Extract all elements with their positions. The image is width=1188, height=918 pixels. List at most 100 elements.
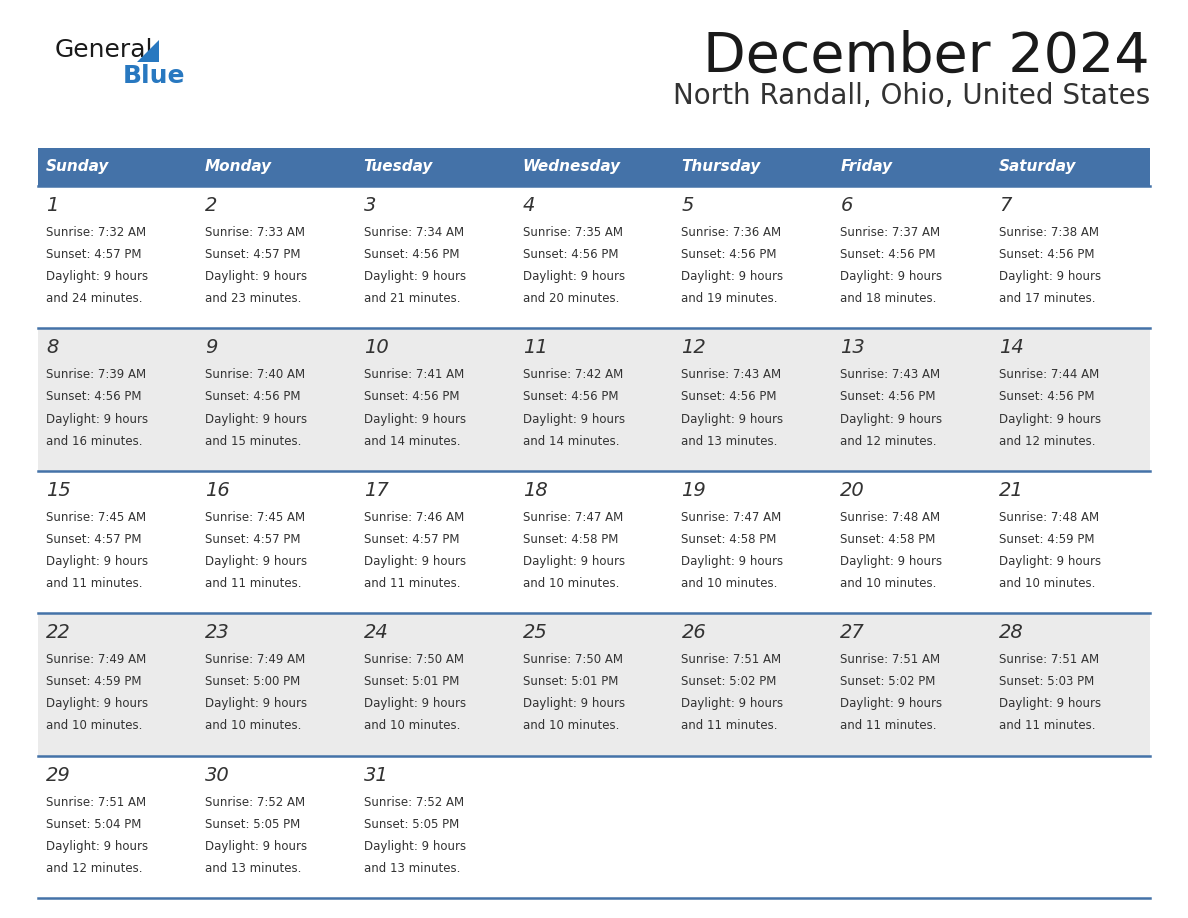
Text: 25: 25 xyxy=(523,623,548,643)
Text: and 17 minutes.: and 17 minutes. xyxy=(999,292,1095,305)
Text: Sunrise: 7:36 AM: Sunrise: 7:36 AM xyxy=(682,226,782,239)
Text: Daylight: 9 hours: Daylight: 9 hours xyxy=(46,412,148,426)
Text: Sunset: 4:57 PM: Sunset: 4:57 PM xyxy=(204,248,301,261)
Text: 30: 30 xyxy=(204,766,229,785)
Text: Monday: Monday xyxy=(204,160,272,174)
Text: and 16 minutes.: and 16 minutes. xyxy=(46,434,143,448)
Bar xyxy=(38,329,1150,471)
Text: and 19 minutes.: and 19 minutes. xyxy=(682,292,778,305)
Text: 24: 24 xyxy=(364,623,388,643)
Text: Sunset: 4:56 PM: Sunset: 4:56 PM xyxy=(999,248,1094,261)
Text: Sunset: 4:56 PM: Sunset: 4:56 PM xyxy=(204,390,301,404)
Text: Thursday: Thursday xyxy=(682,160,760,174)
Text: Sunrise: 7:51 AM: Sunrise: 7:51 AM xyxy=(46,796,146,809)
Text: and 14 minutes.: and 14 minutes. xyxy=(364,434,460,448)
Text: Sunrise: 7:33 AM: Sunrise: 7:33 AM xyxy=(204,226,305,239)
Text: Sunrise: 7:43 AM: Sunrise: 7:43 AM xyxy=(682,368,782,381)
Bar xyxy=(355,148,514,186)
Bar xyxy=(197,148,355,186)
Text: 9: 9 xyxy=(204,339,217,357)
Text: December 2024: December 2024 xyxy=(703,30,1150,84)
Text: and 13 minutes.: and 13 minutes. xyxy=(682,434,778,448)
Text: 12: 12 xyxy=(682,339,706,357)
Text: Sunrise: 7:43 AM: Sunrise: 7:43 AM xyxy=(840,368,941,381)
Text: and 10 minutes.: and 10 minutes. xyxy=(523,720,619,733)
Text: Sunrise: 7:38 AM: Sunrise: 7:38 AM xyxy=(999,226,1099,239)
Text: Sunrise: 7:49 AM: Sunrise: 7:49 AM xyxy=(204,654,305,666)
Text: and 10 minutes.: and 10 minutes. xyxy=(840,577,936,590)
Bar xyxy=(38,471,1150,613)
Text: 3: 3 xyxy=(364,196,377,215)
Text: Daylight: 9 hours: Daylight: 9 hours xyxy=(364,840,466,853)
Text: 26: 26 xyxy=(682,623,706,643)
Text: Sunrise: 7:47 AM: Sunrise: 7:47 AM xyxy=(682,510,782,524)
Text: 8: 8 xyxy=(46,339,58,357)
Text: Daylight: 9 hours: Daylight: 9 hours xyxy=(364,698,466,711)
Text: Sunrise: 7:45 AM: Sunrise: 7:45 AM xyxy=(204,510,305,524)
Text: Sunset: 5:01 PM: Sunset: 5:01 PM xyxy=(364,676,459,688)
Text: Daylight: 9 hours: Daylight: 9 hours xyxy=(364,412,466,426)
Text: Sunset: 5:01 PM: Sunset: 5:01 PM xyxy=(523,676,618,688)
Text: Sunrise: 7:47 AM: Sunrise: 7:47 AM xyxy=(523,510,623,524)
Text: Sunset: 5:04 PM: Sunset: 5:04 PM xyxy=(46,818,141,831)
Text: Sunrise: 7:51 AM: Sunrise: 7:51 AM xyxy=(840,654,941,666)
Text: Daylight: 9 hours: Daylight: 9 hours xyxy=(364,270,466,283)
Text: Daylight: 9 hours: Daylight: 9 hours xyxy=(682,698,784,711)
Text: and 15 minutes.: and 15 minutes. xyxy=(204,434,302,448)
Text: Sunrise: 7:52 AM: Sunrise: 7:52 AM xyxy=(364,796,463,809)
Text: Sunset: 4:58 PM: Sunset: 4:58 PM xyxy=(840,532,936,546)
Text: Sunset: 4:58 PM: Sunset: 4:58 PM xyxy=(682,532,777,546)
Text: Sunrise: 7:34 AM: Sunrise: 7:34 AM xyxy=(364,226,463,239)
Text: Daylight: 9 hours: Daylight: 9 hours xyxy=(46,840,148,853)
Text: Sunrise: 7:32 AM: Sunrise: 7:32 AM xyxy=(46,226,146,239)
Text: Sunrise: 7:50 AM: Sunrise: 7:50 AM xyxy=(364,654,463,666)
Text: and 10 minutes.: and 10 minutes. xyxy=(46,720,143,733)
Text: Daylight: 9 hours: Daylight: 9 hours xyxy=(204,270,307,283)
Text: Daylight: 9 hours: Daylight: 9 hours xyxy=(523,555,625,568)
Text: Sunrise: 7:35 AM: Sunrise: 7:35 AM xyxy=(523,226,623,239)
Text: and 23 minutes.: and 23 minutes. xyxy=(204,292,302,305)
Text: and 10 minutes.: and 10 minutes. xyxy=(999,577,1095,590)
Text: 11: 11 xyxy=(523,339,548,357)
Text: and 12 minutes.: and 12 minutes. xyxy=(840,434,937,448)
Text: and 11 minutes.: and 11 minutes. xyxy=(46,577,143,590)
Text: Daylight: 9 hours: Daylight: 9 hours xyxy=(682,555,784,568)
Text: Daylight: 9 hours: Daylight: 9 hours xyxy=(840,412,942,426)
Text: 13: 13 xyxy=(840,339,865,357)
Text: Sunrise: 7:51 AM: Sunrise: 7:51 AM xyxy=(682,654,782,666)
Text: 31: 31 xyxy=(364,766,388,785)
Text: Daylight: 9 hours: Daylight: 9 hours xyxy=(840,270,942,283)
Text: General: General xyxy=(55,38,153,62)
Text: 23: 23 xyxy=(204,623,229,643)
Text: Daylight: 9 hours: Daylight: 9 hours xyxy=(999,698,1101,711)
Text: 28: 28 xyxy=(999,623,1024,643)
Text: and 21 minutes.: and 21 minutes. xyxy=(364,292,460,305)
Bar xyxy=(514,148,674,186)
Text: Sunrise: 7:44 AM: Sunrise: 7:44 AM xyxy=(999,368,1099,381)
Text: 2: 2 xyxy=(204,196,217,215)
Text: Sunrise: 7:52 AM: Sunrise: 7:52 AM xyxy=(204,796,305,809)
Bar xyxy=(38,148,197,186)
Text: Sunset: 5:02 PM: Sunset: 5:02 PM xyxy=(682,676,777,688)
Text: Daylight: 9 hours: Daylight: 9 hours xyxy=(999,412,1101,426)
Text: and 10 minutes.: and 10 minutes. xyxy=(364,720,460,733)
Text: Sunset: 4:56 PM: Sunset: 4:56 PM xyxy=(523,248,618,261)
Text: Sunset: 5:05 PM: Sunset: 5:05 PM xyxy=(204,818,301,831)
Text: and 20 minutes.: and 20 minutes. xyxy=(523,292,619,305)
Text: and 13 minutes.: and 13 minutes. xyxy=(364,862,460,875)
Text: 15: 15 xyxy=(46,481,71,499)
Text: Wednesday: Wednesday xyxy=(523,160,620,174)
Text: Sunset: 5:00 PM: Sunset: 5:00 PM xyxy=(204,676,301,688)
Text: 14: 14 xyxy=(999,339,1024,357)
Text: Sunset: 4:59 PM: Sunset: 4:59 PM xyxy=(999,532,1094,546)
Text: Daylight: 9 hours: Daylight: 9 hours xyxy=(682,270,784,283)
Text: Sunrise: 7:51 AM: Sunrise: 7:51 AM xyxy=(999,654,1099,666)
Text: Sunset: 4:56 PM: Sunset: 4:56 PM xyxy=(840,390,936,404)
Text: Sunset: 4:56 PM: Sunset: 4:56 PM xyxy=(523,390,618,404)
Text: Sunset: 4:56 PM: Sunset: 4:56 PM xyxy=(364,248,460,261)
Text: North Randall, Ohio, United States: North Randall, Ohio, United States xyxy=(672,82,1150,110)
Text: Daylight: 9 hours: Daylight: 9 hours xyxy=(204,698,307,711)
Text: Sunset: 4:57 PM: Sunset: 4:57 PM xyxy=(46,532,141,546)
Text: and 10 minutes.: and 10 minutes. xyxy=(682,577,778,590)
Text: and 12 minutes.: and 12 minutes. xyxy=(999,434,1095,448)
